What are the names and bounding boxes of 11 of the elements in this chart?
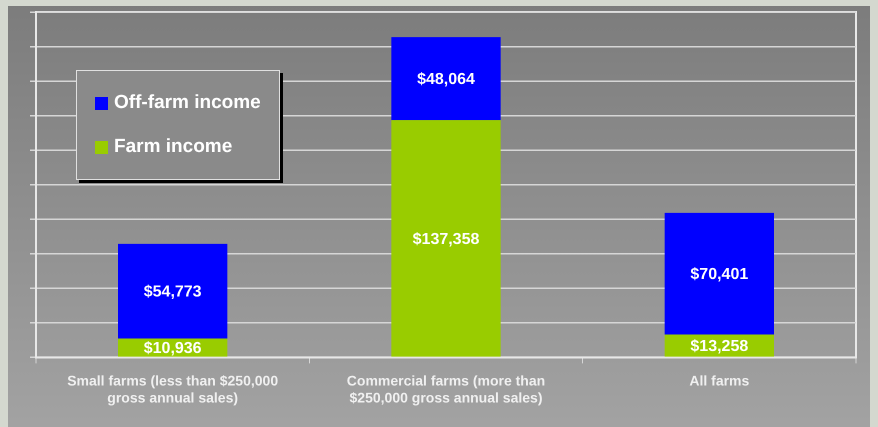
data-label: $10,936 bbox=[144, 340, 202, 357]
data-label: $13,258 bbox=[690, 338, 748, 355]
x-tick-label: All farms bbox=[689, 372, 750, 389]
data-label: $70,401 bbox=[690, 266, 748, 284]
legend-label: Farm income bbox=[114, 136, 232, 158]
data-label: $137,358 bbox=[412, 230, 480, 248]
legend-label: Off-farm income bbox=[114, 92, 261, 114]
data-label: $54,773 bbox=[144, 284, 202, 301]
x-tick-label: Commercial farms (more than $250,000 gross annual sales) bbox=[346, 372, 546, 406]
x-tick-label: Small farms (less than $250,000 gross annual sales) bbox=[67, 372, 278, 406]
data-label: $48,064 bbox=[417, 71, 476, 88]
